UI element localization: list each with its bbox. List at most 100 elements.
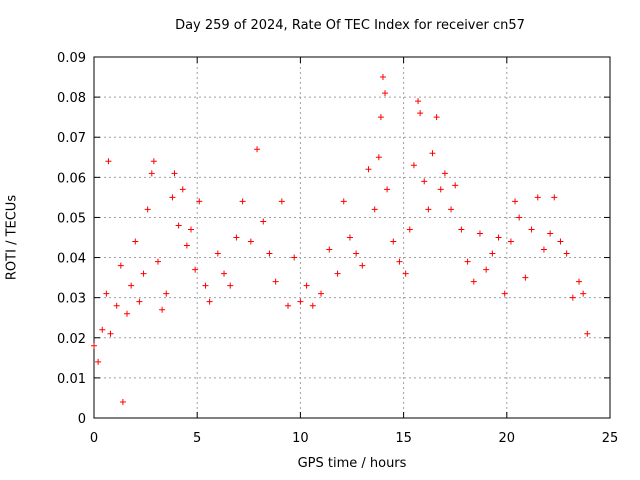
x-tick-label: 10 <box>292 431 309 446</box>
data-point <box>326 246 333 253</box>
data-point <box>522 274 529 281</box>
data-point <box>154 258 161 265</box>
data-point <box>340 198 347 205</box>
data-point <box>175 222 182 229</box>
data-point <box>576 278 583 285</box>
data-point <box>396 258 403 265</box>
data-point <box>171 170 178 177</box>
data-point <box>489 250 496 257</box>
data-point <box>95 358 102 365</box>
x-tick-label: 15 <box>395 431 412 446</box>
data-point <box>105 158 112 165</box>
data-point <box>227 282 234 289</box>
data-point <box>476 230 483 237</box>
data-point <box>169 194 176 201</box>
data-point <box>390 238 397 245</box>
data-point <box>540 246 547 253</box>
data-point <box>365 166 372 173</box>
data-point <box>507 238 514 245</box>
data-point <box>107 330 114 337</box>
data-point <box>119 398 126 405</box>
data-point <box>379 74 386 81</box>
data-point <box>91 342 97 349</box>
data-point <box>452 182 459 189</box>
data-point <box>334 270 341 277</box>
y-tick-label: 0.06 <box>57 171 86 186</box>
data-point <box>150 158 157 165</box>
data-point <box>353 250 360 257</box>
data-point <box>318 290 325 297</box>
data-point <box>429 150 436 157</box>
data-point <box>375 154 382 161</box>
data-point <box>183 242 190 249</box>
data-point <box>303 282 310 289</box>
y-tick-label: 0 <box>78 412 86 427</box>
y-axis-label: ROTI / TECUs <box>4 194 20 281</box>
data-point <box>551 194 558 201</box>
data-point <box>117 262 124 269</box>
data-point <box>563 250 570 257</box>
data-point <box>159 306 166 313</box>
data-point <box>417 110 424 117</box>
plot-frame <box>93 56 611 419</box>
grid <box>94 57 610 418</box>
data-point <box>196 198 203 205</box>
data-point <box>425 206 432 213</box>
data-point <box>128 282 135 289</box>
data-point <box>557 238 564 245</box>
data-point <box>202 282 209 289</box>
data-point <box>285 302 292 309</box>
data-point <box>584 330 591 337</box>
data-point <box>309 302 316 309</box>
data-point <box>188 226 195 233</box>
data-points <box>91 74 591 405</box>
data-point <box>206 298 213 305</box>
x-tick-label: 5 <box>193 431 201 446</box>
y-tick-label: 0.02 <box>57 332 86 347</box>
data-point <box>247 238 254 245</box>
data-point <box>406 226 413 233</box>
data-point <box>266 250 273 257</box>
data-point <box>140 270 147 277</box>
data-point <box>410 162 417 169</box>
data-point <box>569 294 576 301</box>
data-point <box>113 302 120 309</box>
y-tick-label: 0.04 <box>57 252 86 267</box>
data-point <box>214 250 221 257</box>
data-point <box>233 234 240 241</box>
data-point <box>470 278 477 285</box>
data-point <box>483 266 490 273</box>
data-point <box>382 90 389 97</box>
data-point <box>437 186 444 193</box>
data-point <box>495 234 502 241</box>
data-point <box>458 226 465 233</box>
data-point <box>272 278 279 285</box>
data-point <box>433 114 440 121</box>
data-point <box>297 298 304 305</box>
data-point <box>192 266 199 273</box>
data-point <box>547 230 554 237</box>
data-point <box>441 170 448 177</box>
x-axis-label: GPS time / hours <box>297 456 407 471</box>
data-point <box>260 218 267 225</box>
data-point <box>421 178 428 185</box>
data-point <box>136 298 143 305</box>
data-point <box>179 186 186 193</box>
data-point <box>99 326 106 333</box>
data-point <box>501 290 508 297</box>
axis-ticks: 0 0.01 0.02 0.03 0.04 0.05 0.06 0.07 0.08 0.09 0 5 1… <box>57 51 618 446</box>
data-point <box>278 198 285 205</box>
data-point <box>163 290 170 297</box>
data-point <box>132 238 139 245</box>
data-point <box>148 170 155 177</box>
data-point <box>528 226 535 233</box>
data-point <box>384 186 391 193</box>
data-point <box>124 310 131 317</box>
data-point <box>448 206 455 213</box>
data-point <box>346 234 353 241</box>
data-point <box>371 206 378 213</box>
data-point <box>402 270 409 277</box>
data-point <box>254 146 261 153</box>
data-point <box>464 258 471 265</box>
